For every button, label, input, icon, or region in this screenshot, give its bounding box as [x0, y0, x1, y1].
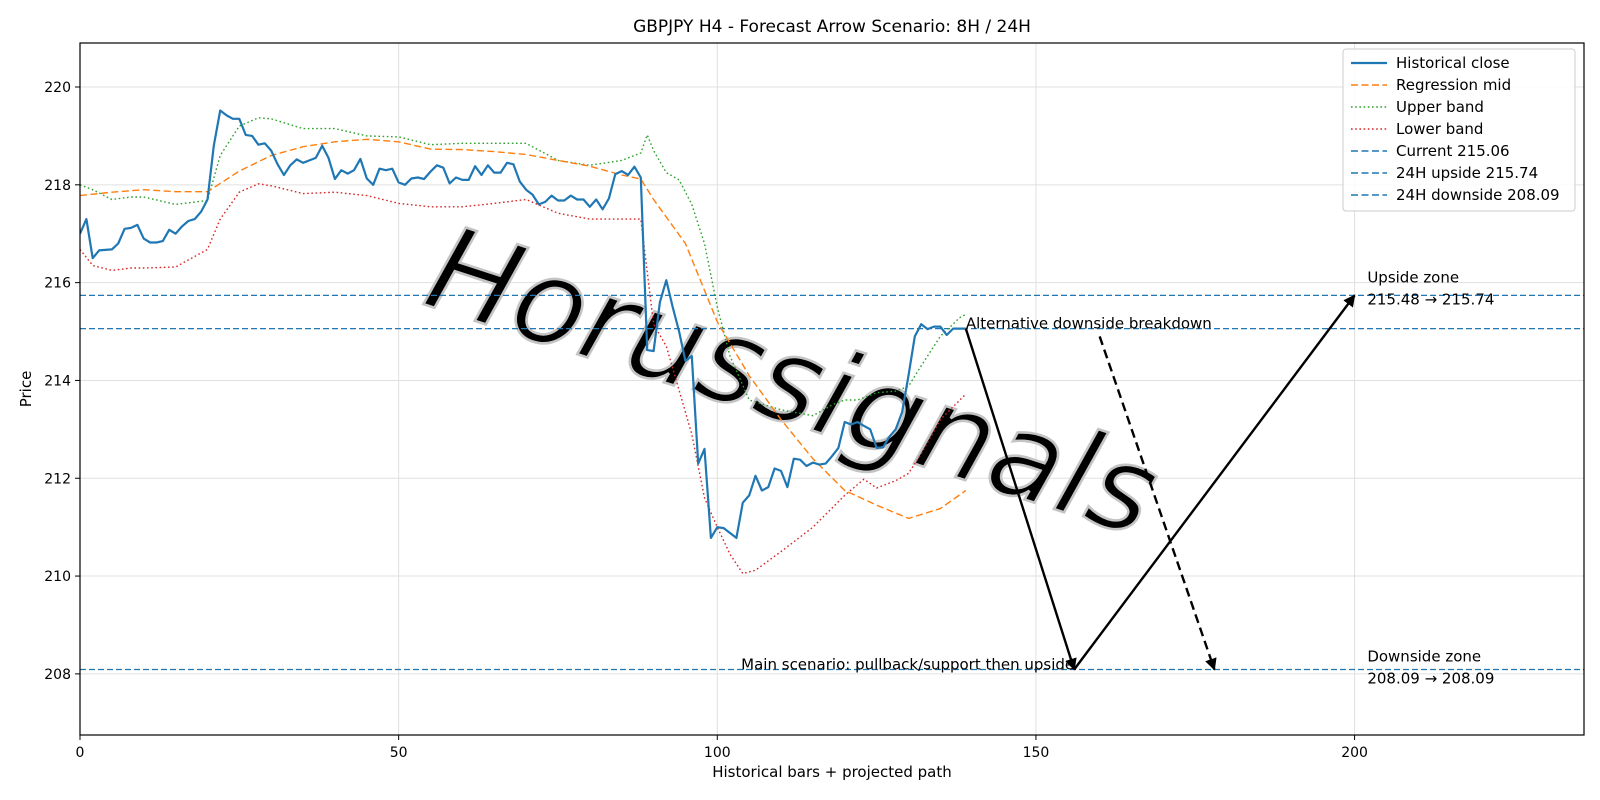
- watermark-text: Horussignals: [412, 199, 1174, 564]
- x-tick-label: 100: [704, 745, 731, 761]
- y-tick-label: 212: [44, 471, 71, 487]
- y-tick-label: 216: [44, 276, 71, 292]
- forecast-arrow-3: [1098, 336, 1217, 671]
- x-tick-label: 50: [390, 745, 408, 761]
- x-tick-label: 150: [1023, 745, 1050, 761]
- annotation-5: Downside zone: [1367, 648, 1481, 666]
- annotation-2: Main scenario: pullback/support then ups…: [741, 655, 1074, 673]
- x-axis-ticks: 0 50 100 150 200: [76, 735, 1368, 761]
- legend-label: Historical close: [1396, 54, 1510, 72]
- annotation-3: Upside zone: [1367, 269, 1459, 287]
- legend-label: Upper band: [1396, 98, 1484, 116]
- y-tick-label: 208: [44, 667, 71, 683]
- forecast-arrows: [964, 294, 1356, 671]
- legend-label: 24H downside 208.09: [1396, 186, 1560, 204]
- series-upper-band: [80, 117, 967, 417]
- series-lower-band: [80, 183, 967, 575]
- series-lines: [80, 109, 967, 575]
- x-tick-label: 200: [1341, 745, 1368, 761]
- legend-label: Current 215.06: [1396, 142, 1510, 160]
- y-axis-ticks: 208 210 212 214 216 218 220: [44, 80, 80, 683]
- series-historical-close: [80, 109, 966, 540]
- plot-frame: [79, 42, 1585, 736]
- annotation-4: 215.48 → 215.74: [1367, 291, 1494, 309]
- legend: Historical close Regression mid Upper band…: [1342, 48, 1576, 212]
- grid: [79, 43, 1584, 735]
- y-tick-label: 214: [44, 373, 71, 389]
- y-axis-label: Price: [17, 371, 35, 408]
- chart-title: GBPJPY H4 - Forecast Arrow Scenario: 8H …: [633, 17, 1031, 37]
- y-tick-label: 210: [44, 569, 71, 585]
- x-tick-label: 0: [76, 745, 85, 761]
- forecast-arrow-2: [1073, 294, 1356, 671]
- annotation-6: 208.09 → 208.09: [1367, 670, 1494, 688]
- watermark: Horussignals: [410, 197, 1174, 565]
- legend-label: Lower band: [1396, 120, 1483, 138]
- x-axis-label: Historical bars + projected path: [712, 763, 952, 781]
- horizontal-levels: [80, 294, 1584, 671]
- forecast-arrow-1: [964, 328, 1077, 671]
- legend-label: 24H upside 215.74: [1396, 164, 1538, 182]
- y-tick-label: 220: [44, 80, 71, 96]
- legend-label: Regression mid: [1396, 76, 1511, 94]
- annotations: Alternative downside breakdown Main scena…: [741, 269, 1494, 688]
- legend-box: [1342, 48, 1576, 212]
- y-tick-label: 218: [44, 178, 71, 194]
- annotation-1: Alternative downside breakdown: [966, 315, 1212, 333]
